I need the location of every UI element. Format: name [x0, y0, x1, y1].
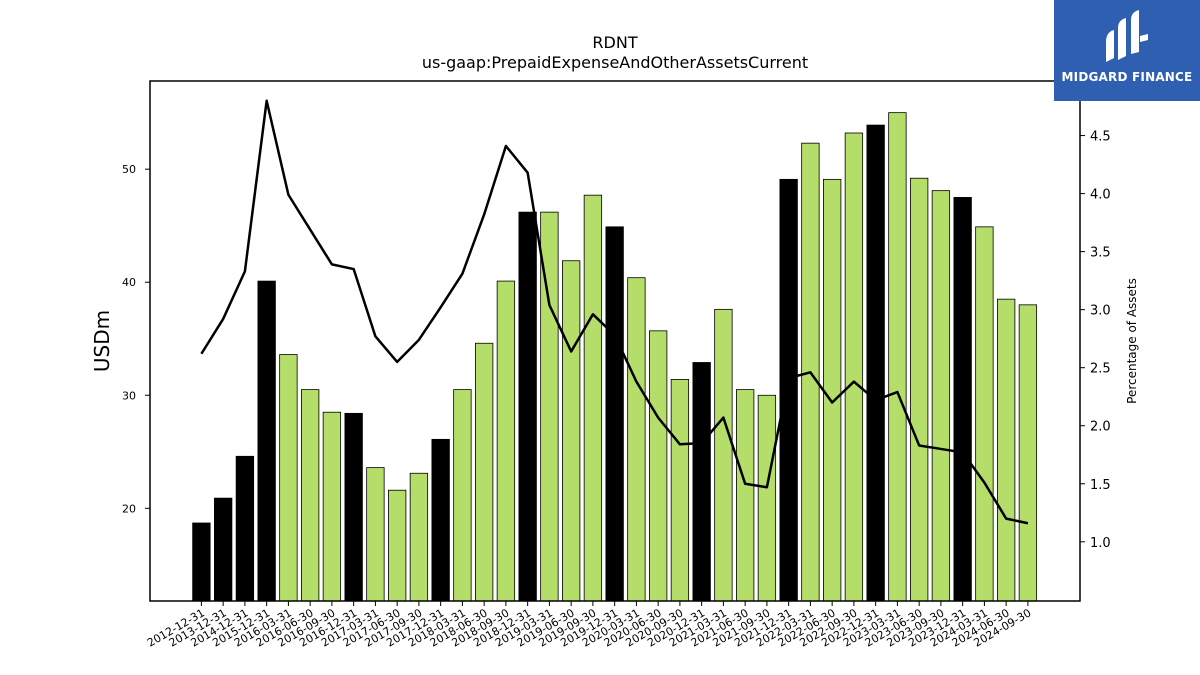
bar-2018-09-30	[496, 280, 516, 602]
bar-2020-06-30	[649, 330, 668, 602]
bar-2021-09-30	[757, 394, 777, 602]
bar-2024-06-30	[997, 298, 1016, 602]
percentage-of-assets-line	[200, 99, 1029, 525]
y2-tick-label: 3.5	[1090, 246, 1111, 261]
bar-2015-12-31	[257, 280, 276, 602]
y2-tick-label: 1.0	[1090, 536, 1111, 551]
y-tick-label: 30	[122, 389, 136, 402]
bar-2016-06-30	[300, 389, 320, 602]
midgard-finance-logo: MIDGARD FINANCE	[1054, 0, 1200, 101]
bar-2020-09-30	[670, 379, 690, 602]
y2-axis-label: Percentage of Assets	[1125, 278, 1139, 404]
bar-2023-03-31	[888, 112, 907, 602]
bar-2017-12-31	[431, 438, 450, 602]
y-tick-label: 50	[122, 163, 136, 176]
bar-2022-06-30	[823, 178, 842, 602]
y2-tick-label: 2.0	[1090, 420, 1111, 435]
bar-2024-09-30	[1018, 304, 1038, 602]
y-tick-label: 20	[122, 502, 136, 515]
bar-2023-09-30	[931, 190, 951, 602]
bar-2016-12-31	[344, 412, 363, 602]
bar-2014-12-31	[235, 455, 255, 602]
bar-2022-12-31	[866, 124, 885, 602]
bar-2022-09-30	[844, 132, 864, 602]
bar-2016-03-31	[279, 354, 298, 602]
bar-2018-06-30	[474, 342, 494, 602]
y2-tick-label: 4.5	[1090, 130, 1111, 145]
bar-2019-12-31	[605, 226, 624, 602]
bar-2021-03-31	[714, 308, 733, 602]
bar-2021-12-31	[779, 178, 798, 602]
bar-2019-09-30	[583, 194, 603, 602]
y2-tick-label: 2.5	[1090, 362, 1111, 377]
bar-2017-03-31	[366, 467, 385, 602]
y2-tick-label: 3.0	[1090, 304, 1111, 319]
y-axis-label: USDm	[90, 310, 114, 372]
y2-tick-label: 4.0	[1090, 188, 1111, 203]
bar-2020-03-31	[627, 277, 646, 602]
bar-2017-09-30	[409, 472, 429, 602]
bar-2013-12-31	[213, 497, 233, 602]
bar-2023-12-31	[953, 197, 972, 602]
y2-tick-label: 1.5	[1090, 478, 1111, 493]
bar-2020-12-31	[692, 362, 711, 602]
y-tick-label: 40	[122, 276, 136, 289]
bar-2016-09-30	[322, 411, 342, 602]
logo-mark-icon	[1106, 10, 1148, 62]
bar-2019-06-30	[562, 260, 581, 602]
bar-2021-06-30	[736, 389, 755, 602]
bar-2018-12-31	[518, 211, 537, 602]
bar-2023-06-30	[910, 177, 929, 602]
bar-2018-03-31	[453, 389, 472, 602]
chart-subtitle: us-gaap:PrepaidExpenseAndOtherAssetsCurr…	[422, 53, 808, 72]
logo-brand-text: MIDGARD FINANCE	[1061, 70, 1193, 84]
bar-2012-12-31	[192, 522, 211, 602]
bar-2024-03-31	[975, 226, 994, 602]
bar-2017-06-30	[387, 489, 407, 602]
chart-title: RDNT	[592, 33, 637, 52]
